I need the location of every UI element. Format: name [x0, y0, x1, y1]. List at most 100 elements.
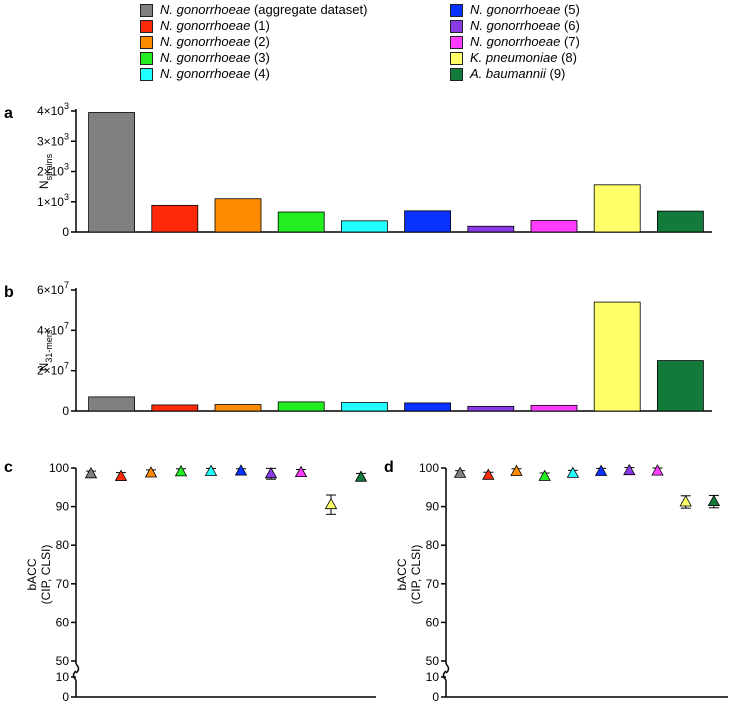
data-point-triangle — [324, 497, 338, 510]
legend-swatch — [450, 3, 463, 17]
legend-species: N. gonorrhoeae — [160, 18, 251, 33]
tick-exponent: 3 — [64, 162, 69, 172]
y-axis-label: Nstrains — [37, 153, 54, 189]
y-axis-label-main: N — [37, 363, 51, 372]
legend-entry: N. gonorrhoeae (5) — [450, 2, 580, 18]
panel-letter: b — [4, 284, 14, 301]
axis-break-mark — [72, 670, 77, 681]
y-tick-label: 80 — [56, 538, 70, 552]
tick-mantissa: 2×10 — [37, 364, 64, 378]
data-point-triangle — [294, 465, 308, 478]
legend-label: N. gonorrhoeae (1) — [160, 18, 270, 34]
y-tick-label: 70 — [426, 577, 440, 591]
legend-species: N. gonorrhoeae — [160, 2, 251, 17]
legend-swatch — [450, 67, 463, 81]
y-tick-label: 2×107 — [37, 361, 69, 378]
y-tick-label: 90 — [426, 500, 440, 514]
y-axis-label-sub: 31-mers — [44, 329, 54, 363]
data-point-triangle — [510, 464, 523, 476]
y-tick-label: 70 — [56, 577, 70, 591]
bar — [593, 184, 641, 233]
bar — [530, 220, 578, 233]
data-point-triangle — [482, 468, 495, 480]
panel-letter: a — [4, 105, 13, 122]
data-point-triangle — [538, 469, 551, 481]
y-tick-label: 50 — [426, 654, 440, 668]
data-point-triangle — [204, 464, 218, 476]
legend-suffix: (1) — [250, 18, 270, 33]
y-axis-label: bACC — [395, 558, 409, 590]
data-point-triangle — [566, 466, 580, 478]
bar — [657, 360, 704, 412]
y-axis-label: N31-mers — [37, 329, 54, 371]
legend-entry: N. gonorrhoeae (2) — [140, 34, 367, 50]
legend-suffix: (8) — [557, 50, 577, 65]
legend-species: N. gonorrhoeae — [470, 34, 561, 49]
bar — [593, 301, 641, 412]
legend-swatch — [140, 51, 153, 65]
axis-break-mark — [442, 670, 447, 681]
y-tick-label: 6×107 — [37, 280, 69, 297]
axis-break-mark — [75, 663, 80, 674]
y-tick-label: 60 — [426, 615, 440, 629]
legend-label: N. gonorrhoeae (aggregate dataset) — [160, 2, 367, 18]
legend-suffix: (9) — [545, 66, 566, 81]
legend-label: N. gonorrhoeae (2) — [160, 34, 270, 50]
y-tick-label: 100 — [49, 461, 69, 475]
legend-entry: N. gonorrhoeae (6) — [450, 18, 580, 34]
data-point-triangle — [174, 465, 188, 477]
y-tick-label: 80 — [426, 538, 440, 552]
y-tick-label: 90 — [56, 500, 70, 514]
y-tick-label: 2×103 — [37, 162, 69, 179]
tick-mantissa: 4×10 — [37, 323, 64, 337]
legend-suffix: (2) — [250, 34, 270, 49]
y-tick-label: 4×103 — [37, 101, 69, 118]
legend-swatch — [450, 19, 463, 33]
legend-label: N. gonorrhoeae (5) — [470, 2, 580, 18]
tick-mantissa: 2×10 — [37, 165, 64, 179]
data-point-triangle — [594, 464, 608, 476]
y-axis-label: bACC — [25, 558, 39, 590]
y-tick-label: 1×103 — [37, 192, 69, 209]
legend-species: N. gonorrhoeae — [160, 66, 251, 81]
bar — [340, 220, 388, 233]
data-point-triangle — [264, 466, 278, 479]
bar — [88, 396, 135, 412]
y-tick-label: 100 — [419, 461, 439, 475]
bar — [530, 404, 578, 412]
y-tick-label: 0 — [62, 225, 69, 239]
tick-exponent: 3 — [64, 192, 69, 202]
y-tick-label: 60 — [56, 615, 70, 629]
legend-entry: N. gonorrhoeae (4) — [140, 66, 367, 82]
bar — [214, 198, 262, 233]
legend-suffix: (6) — [560, 18, 580, 33]
legend-label: N. gonorrhoeae (7) — [470, 34, 580, 50]
legend-swatch — [140, 67, 153, 81]
bar — [404, 402, 452, 412]
y-axis-label: (CIP, CLSI) — [39, 545, 53, 605]
legend-species: N. gonorrhoeae — [470, 18, 561, 33]
legend-label: A. baumannii (9) — [470, 66, 565, 82]
y-axis-label-main: N — [37, 180, 51, 189]
panel-letter: d — [384, 459, 394, 476]
bar — [467, 225, 515, 233]
bar — [277, 401, 325, 412]
y-tick-label: 3×103 — [37, 131, 69, 148]
y-tick-label: 10 — [56, 670, 70, 684]
data-point-triangle — [144, 466, 158, 478]
bar — [151, 204, 199, 233]
legend-swatch — [450, 51, 463, 65]
y-axis-label: (CIP, CLSI) — [409, 545, 423, 605]
tick-mantissa: 0 — [62, 225, 69, 239]
tick-mantissa: 4×10 — [37, 104, 64, 118]
data-point-triangle — [679, 495, 692, 507]
legend-entry: A. baumannii (9) — [450, 66, 580, 82]
bar — [88, 112, 135, 233]
tick-mantissa: 1×10 — [37, 195, 64, 209]
tick-mantissa: 6×10 — [37, 283, 64, 297]
y-tick-label: 4×107 — [37, 320, 69, 337]
legend-label: N. gonorrhoeae (3) — [160, 50, 270, 66]
legend-entry: N. gonorrhoeae (1) — [140, 18, 367, 34]
legend-swatch — [140, 35, 153, 49]
